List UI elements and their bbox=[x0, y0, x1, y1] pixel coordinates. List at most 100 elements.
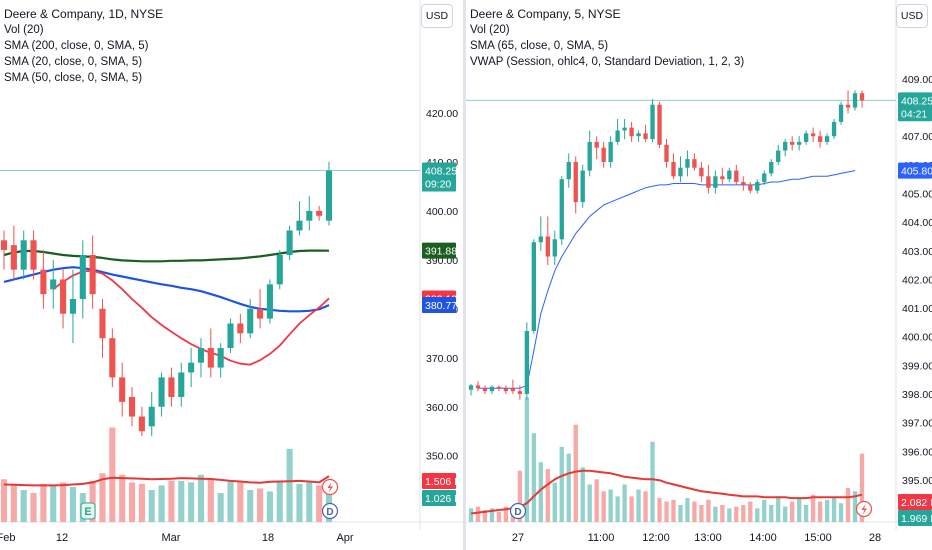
volume-bar bbox=[650, 441, 655, 522]
candle-body bbox=[748, 184, 753, 191]
candle-body bbox=[706, 176, 711, 188]
candle-body bbox=[148, 406, 155, 427]
volume-sma-line bbox=[470, 469, 863, 515]
volume-bar bbox=[566, 453, 571, 522]
candle-body bbox=[517, 391, 523, 395]
daily-chart-pane[interactable]: 350.00360.00370.00380.00390.00400.00410.… bbox=[0, 0, 463, 550]
daily-chart-canvas[interactable]: 350.00360.00370.00380.00390.00400.00410.… bbox=[0, 0, 463, 550]
volume-sma-badge: 2.082 K bbox=[901, 497, 932, 509]
volume-bar bbox=[678, 504, 683, 522]
candle-body bbox=[237, 323, 244, 334]
currency-button[interactable]: USD bbox=[896, 4, 928, 28]
volume-bar bbox=[587, 484, 592, 522]
volume-bar bbox=[50, 485, 57, 522]
sma20-line bbox=[52, 269, 330, 366]
candle-body bbox=[601, 147, 606, 162]
candle-body bbox=[89, 254, 96, 295]
y-tick-label: 396.00 bbox=[902, 446, 932, 458]
volume-bar bbox=[99, 473, 106, 522]
volume-bar bbox=[796, 498, 802, 522]
legend-title[interactable]: Deere & Company, 1D, NYSE bbox=[4, 7, 164, 21]
candle-body bbox=[741, 182, 746, 185]
volume-bar bbox=[40, 483, 47, 522]
legend-vwap[interactable]: VWAP (Session, ohlc4, 0, Standard Deviat… bbox=[470, 56, 745, 68]
dividend-marker[interactable] bbox=[509, 502, 527, 520]
countdown-badge-bg bbox=[422, 175, 456, 192]
volume-bar bbox=[852, 491, 858, 522]
intraday-chart-pane[interactable]: 395.00 396.00 397.00 398.00 399.00 400.00 401.… bbox=[466, 0, 932, 550]
volume-badge-bg bbox=[422, 490, 456, 506]
legend-vol[interactable]: Vol (20) bbox=[470, 24, 510, 36]
y-tick-label: 409.00 bbox=[902, 74, 932, 86]
x-tick-label: Mar bbox=[162, 532, 181, 544]
candle-body bbox=[573, 161, 578, 203]
volume-badge-bg bbox=[898, 510, 932, 526]
legend-sma200[interactable]: SMA (200, close, 0, SMA, 5) bbox=[4, 40, 149, 52]
earnings-marker[interactable] bbox=[80, 502, 96, 520]
volume-bar bbox=[622, 484, 627, 522]
candle-body bbox=[734, 170, 739, 183]
candle-body bbox=[538, 236, 543, 243]
volume-bar bbox=[552, 482, 557, 522]
intraday-chart-legend: Deere & Company, 5, NYSE Vol (20) SMA (6… bbox=[470, 6, 744, 70]
volume-bar bbox=[296, 483, 303, 522]
sma200-badge-bg bbox=[422, 242, 456, 259]
volume-bar bbox=[286, 448, 293, 522]
pane-divider[interactable] bbox=[463, 0, 466, 550]
volume-bar bbox=[803, 504, 809, 522]
volume-bar bbox=[60, 482, 67, 522]
x-tick-label: 27 bbox=[512, 532, 524, 544]
candle-body bbox=[306, 210, 313, 221]
y-tick-label: 405.00 bbox=[902, 188, 932, 200]
volume-bar bbox=[734, 506, 739, 522]
legend-title[interactable]: Deere & Company, 5, NYSE bbox=[470, 7, 621, 21]
volume-bar bbox=[790, 501, 795, 522]
dividend-marker[interactable] bbox=[321, 502, 339, 520]
candle-body bbox=[664, 144, 669, 162]
legend-sma20[interactable]: SMA (20, close, 0, SMA, 5) bbox=[4, 56, 143, 68]
volume-bar bbox=[755, 508, 760, 522]
last-price-badge: 408.25 bbox=[425, 166, 457, 178]
candle-body bbox=[257, 308, 264, 319]
legend-sma[interactable]: SMA (65, close, 0, SMA, 5) bbox=[470, 40, 609, 52]
candle-body bbox=[720, 176, 725, 180]
volume-bar bbox=[699, 504, 704, 522]
volume-bar bbox=[128, 482, 136, 522]
sma50-badge-bg bbox=[422, 297, 456, 314]
volume-bar bbox=[706, 499, 711, 522]
volume-bar bbox=[158, 485, 165, 522]
candle-body bbox=[776, 150, 781, 162]
y-tick-label: 407.00 bbox=[902, 131, 932, 143]
last-price-badge: 408.25 bbox=[901, 95, 932, 107]
sma200-line bbox=[3, 249, 330, 263]
legend-sma50[interactable]: SMA (50, close, 0, SMA, 5) bbox=[4, 72, 143, 84]
candle-body bbox=[20, 240, 27, 270]
last-price-badge-bg bbox=[898, 92, 932, 109]
candle-body bbox=[468, 385, 474, 390]
candle-body bbox=[859, 93, 865, 101]
volume-bar bbox=[615, 496, 620, 522]
volume-bar bbox=[247, 490, 254, 522]
candle-body bbox=[30, 240, 37, 270]
candle-body bbox=[622, 127, 627, 131]
candle-body bbox=[580, 170, 585, 203]
volume-bar bbox=[119, 474, 126, 522]
candle-body bbox=[482, 388, 488, 392]
candle-body bbox=[325, 170, 333, 221]
candle-body bbox=[531, 242, 537, 331]
volume-bar bbox=[30, 493, 37, 522]
countdown-badge: 04:21 bbox=[901, 108, 927, 120]
candle-body bbox=[524, 330, 530, 395]
y-tick-label: 401.00 bbox=[902, 303, 932, 315]
intraday-chart-canvas[interactable]: 395.00 396.00 397.00 398.00 399.00 400.00 401.… bbox=[466, 0, 932, 550]
y-tick-label: 420.00 bbox=[426, 108, 458, 120]
currency-button[interactable]: USD bbox=[421, 4, 453, 28]
volume-bar bbox=[266, 491, 273, 522]
candle-body bbox=[831, 121, 837, 137]
candle-body bbox=[489, 386, 495, 392]
volume-bar bbox=[671, 499, 676, 522]
candle-body bbox=[276, 254, 283, 285]
volume-bar bbox=[748, 501, 753, 522]
legend-vol[interactable]: Vol (20) bbox=[4, 24, 44, 36]
candle-body bbox=[207, 348, 214, 368]
